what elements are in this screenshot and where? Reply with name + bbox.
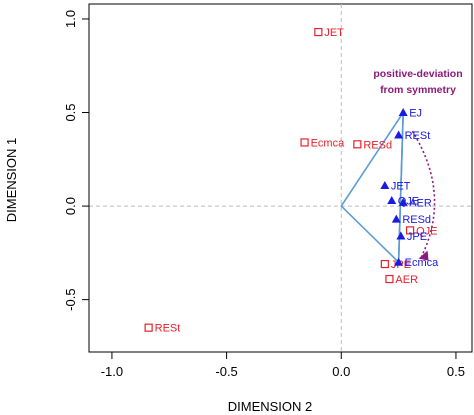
x-axis: -1.0 -0.5 0.0 0.5 (101, 351, 465, 379)
triangle-point (398, 108, 408, 117)
plot-frame (88, 3, 473, 353)
x-tick-label: -1.0 (101, 364, 123, 379)
annotation-text: from symmetry (380, 84, 456, 96)
triangle-point (394, 257, 404, 266)
point-label: Ecmca (405, 257, 440, 269)
x-tick-label: 0.0 (332, 364, 350, 379)
point-label: QJE (416, 225, 437, 237)
y-axis-title: DIMENSION 1 (4, 138, 19, 223)
square-point (405, 226, 415, 235)
y-tick-label: -0.5 (63, 288, 78, 310)
deviation-arrow-head (418, 250, 429, 261)
y-tick-label: 1.0 (63, 10, 78, 28)
point-label: RESt (155, 323, 181, 335)
square-point (314, 27, 323, 37)
square-point (385, 274, 394, 284)
triangle-point (391, 214, 401, 223)
square-point (144, 323, 153, 332)
point-label: AER (395, 274, 418, 286)
point-label: JET (391, 180, 411, 192)
triangle-point (394, 130, 404, 139)
y-axis: -0.5 0.0 0.5 1.0 (63, 10, 90, 311)
point-label: Ecmca (311, 137, 346, 149)
square-point (353, 140, 362, 149)
triangle-point (387, 195, 397, 204)
x-tick-label: -0.5 (215, 364, 237, 379)
reference-lines (89, 4, 472, 352)
point-label: RESd (363, 139, 392, 151)
point-label: JET (324, 27, 344, 39)
point-label: JPE (407, 231, 427, 243)
point-label: EJ (409, 108, 422, 120)
point-label: AER (409, 197, 432, 209)
x-tick-label: 0.5 (447, 364, 465, 379)
square-point (300, 138, 309, 147)
y-tick-label: 0.0 (63, 197, 78, 215)
square-point (380, 259, 389, 269)
y-tick-label: 0.5 (63, 103, 78, 121)
triangle-point (396, 231, 406, 240)
point-label: RESd (402, 214, 431, 226)
point-label: RESt (405, 130, 431, 142)
x-axis-title: DIMENSION 2 (228, 399, 313, 414)
triangle-point (380, 180, 390, 189)
points-layer: JETEcmcaRESdREStJPEAERQJEEJREStJETQJEAER… (144, 27, 440, 335)
annotation-layer: positive-deviation from symmetry (373, 68, 463, 261)
triangle-point (398, 197, 408, 206)
annotation-text: positive-deviation (373, 68, 462, 80)
